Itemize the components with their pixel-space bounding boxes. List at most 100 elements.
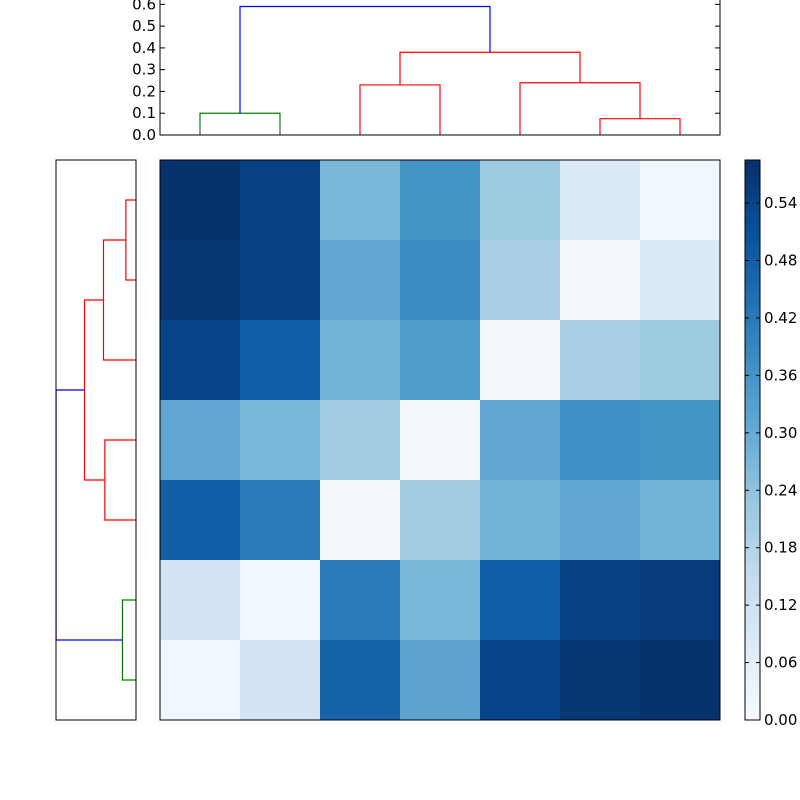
colorbar-gradient-segment — [745, 440, 760, 445]
heatmap — [159, 159, 721, 721]
colorbar-gradient-segment — [745, 560, 760, 565]
colorbar-gradient-segment — [745, 220, 760, 225]
heatmap-cell — [160, 320, 241, 401]
heatmap-cell — [160, 640, 241, 721]
colorbar-gradient-segment — [745, 640, 760, 645]
colorbar-gradient-segment — [745, 704, 760, 709]
colorbar-gradient-segment — [745, 592, 760, 597]
colorbar-gradient-segment — [745, 664, 760, 669]
colorbar-gradient-segment — [745, 272, 760, 277]
colorbar-gradient-segment — [745, 208, 760, 213]
top-dendrogram-tick-label: 0.1 — [132, 104, 156, 122]
colorbar-gradient-segment — [745, 296, 760, 301]
colorbar-gradient-segment — [745, 524, 760, 529]
colorbar-gradient-segment — [745, 700, 760, 705]
left-dendrogram — [55, 159, 137, 721]
heatmap-cell — [480, 320, 561, 401]
colorbar-gradient-segment — [745, 544, 760, 549]
colorbar-gradient-segment — [745, 216, 760, 221]
colorbar-gradient-segment — [745, 448, 760, 453]
heatmap-cell — [160, 560, 241, 641]
colorbar-gradient-segment — [745, 424, 760, 429]
heatmap-cell — [640, 400, 721, 481]
colorbar-gradient-segment — [745, 180, 760, 185]
colorbar-gradient-segment — [745, 608, 760, 613]
heatmap-cell — [480, 240, 561, 321]
heatmap-cell — [320, 240, 401, 321]
colorbar-gradient-segment — [745, 288, 760, 293]
colorbar-gradient-segment — [745, 472, 760, 477]
colorbar-gradient-segment — [745, 528, 760, 533]
colorbar-gradient-segment — [745, 444, 760, 449]
colorbar-gradient-segment — [745, 588, 760, 593]
colorbar-gradient-segment — [745, 688, 760, 693]
colorbar-gradient-segment — [745, 532, 760, 537]
colorbar-gradient-segment — [745, 184, 760, 189]
colorbar-gradient-segment — [745, 428, 760, 433]
colorbar-gradient-segment — [745, 648, 760, 653]
heatmap-cell — [480, 640, 561, 721]
colorbar-gradient-segment — [745, 572, 760, 577]
colorbar-gradient-segment — [745, 644, 760, 649]
colorbar-gradient-segment — [745, 676, 760, 681]
top-dendrogram-tick-label: 0.2 — [132, 82, 156, 100]
colorbar-tick-label: 0.54 — [764, 194, 797, 212]
colorbar-gradient-segment — [745, 516, 760, 521]
colorbar-gradient-segment — [745, 176, 760, 181]
colorbar-gradient-segment — [745, 284, 760, 289]
top-dendrogram-link — [519, 82, 641, 135]
colorbar-gradient-segment — [745, 164, 760, 169]
colorbar-tick-label: 0.18 — [764, 539, 797, 557]
colorbar-tick-label: 0.06 — [764, 654, 797, 672]
top-dendrogram-link — [359, 84, 441, 135]
colorbar-gradient-segment — [745, 348, 760, 353]
colorbar-gradient-segment — [745, 344, 760, 349]
heatmap-cell — [320, 400, 401, 481]
colorbar-gradient-segment — [745, 684, 760, 689]
colorbar-gradient-segment — [745, 496, 760, 501]
heatmap-cell — [160, 400, 241, 481]
colorbar-frame — [744, 159, 761, 721]
left-dendrogram-link — [83, 299, 105, 481]
colorbar-tick-label: 0.48 — [764, 252, 797, 270]
top-dendrogram-tick-label: 0.4 — [132, 39, 156, 57]
colorbar-gradient-segment — [745, 452, 760, 457]
colorbar: 0.00 0.06 0.12 0.18 0.24 0.30 0.36 0.42 0.48 0.54 — [744, 159, 797, 729]
colorbar-tick-label: 0.00 — [764, 711, 797, 729]
colorbar-gradient-segment — [745, 460, 760, 465]
colorbar-gradient-segment — [745, 228, 760, 233]
colorbar-gradient-segment — [745, 368, 760, 373]
heatmap-cell — [640, 640, 721, 721]
heatmap-cell — [160, 240, 241, 321]
heatmap-cell — [400, 400, 481, 481]
colorbar-gradient-segment — [745, 692, 760, 697]
heatmap-cell — [400, 160, 481, 241]
heatmap-frame — [159, 159, 721, 721]
heatmap-cell — [640, 320, 721, 401]
colorbar-gradient-segment — [745, 328, 760, 333]
colorbar-gradient-segment — [745, 356, 760, 361]
colorbar-gradient-segment — [745, 336, 760, 341]
colorbar-gradient-segment — [745, 536, 760, 541]
colorbar-gradient-segment — [745, 596, 760, 601]
colorbar-gradient-segment — [745, 388, 760, 393]
top-dendrogram-tick-label: 0.6 — [132, 0, 156, 13]
heatmap-cell — [320, 640, 401, 721]
heatmap-cell — [160, 480, 241, 561]
heatmap-cell — [640, 480, 721, 561]
colorbar-gradient-segment — [745, 372, 760, 377]
heatmap-cell — [240, 480, 321, 561]
colorbar-gradient-segment — [745, 244, 760, 249]
colorbar-tick-label: 0.42 — [764, 309, 797, 327]
colorbar-gradient-segment — [745, 212, 760, 217]
colorbar-gradient-segment — [745, 552, 760, 557]
colorbar-gradient-segment — [745, 324, 760, 329]
top-dendrogram: 0.0 0.1 0.2 0.3 0.4 0.5 0.6 — [132, 0, 721, 144]
colorbar-gradient-segment — [745, 304, 760, 309]
colorbar-gradient-segment — [745, 204, 760, 209]
colorbar-gradient-segment — [745, 620, 760, 625]
heatmap-cell — [640, 240, 721, 321]
colorbar-gradient-segment — [745, 468, 760, 473]
colorbar-gradient-segment — [745, 668, 760, 673]
left-dendrogram-link — [104, 439, 136, 521]
